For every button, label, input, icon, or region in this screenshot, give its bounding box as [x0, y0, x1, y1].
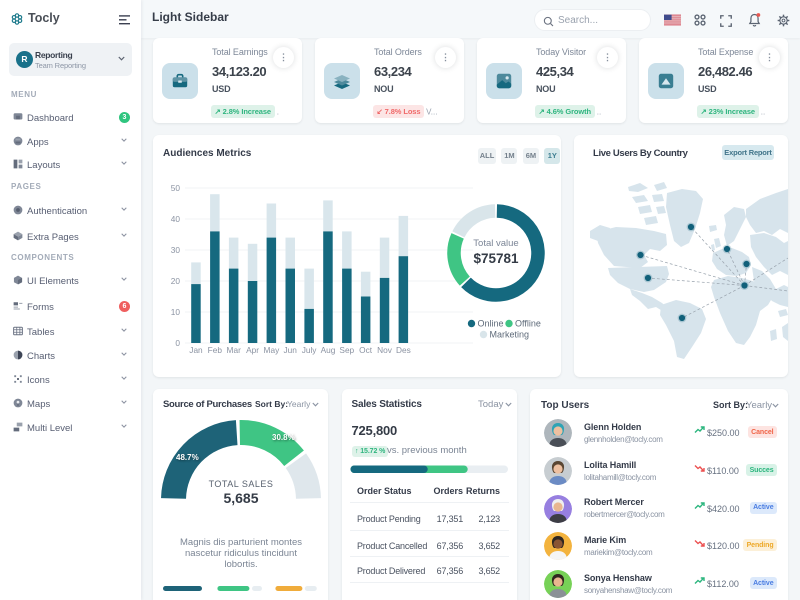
svg-text:Oct: Oct: [359, 345, 373, 355]
svg-text:Offline: Offline: [515, 319, 541, 329]
svg-text:Magnis dis parturient montes: Magnis dis parturient montes: [180, 537, 302, 548]
svg-text:May: May: [264, 345, 281, 355]
svg-text:Mar: Mar: [227, 345, 242, 355]
svg-text:lobortis.: lobortis.: [224, 559, 257, 570]
svg-text:Jan: Jan: [189, 345, 203, 355]
svg-text:5,685: 5,685: [223, 490, 258, 506]
svg-text:Aug: Aug: [321, 345, 336, 355]
svg-text:Nov: Nov: [377, 345, 393, 355]
svg-text:30.8%: 30.8%: [272, 433, 295, 442]
svg-text:Sep: Sep: [339, 345, 354, 355]
svg-text:nascetur ridiculus tincidunt: nascetur ridiculus tincidunt: [185, 548, 297, 559]
svg-text:0: 0: [175, 338, 180, 348]
svg-text:30: 30: [171, 245, 181, 255]
svg-text:Jun: Jun: [284, 345, 298, 355]
svg-text:July: July: [302, 345, 318, 355]
svg-text:Online: Online: [478, 319, 504, 329]
svg-text:Feb: Feb: [208, 345, 223, 355]
svg-text:40: 40: [171, 214, 181, 224]
svg-text:10: 10: [171, 307, 181, 317]
svg-text:50: 50: [171, 183, 181, 193]
svg-text:Apr: Apr: [246, 345, 259, 355]
svg-text:Total value: Total value: [473, 238, 518, 249]
svg-text:$75781: $75781: [473, 251, 519, 266]
svg-text:Des: Des: [396, 345, 411, 355]
svg-text:TOTAL SALES: TOTAL SALES: [209, 479, 274, 489]
svg-text:48.7%: 48.7%: [176, 453, 199, 462]
svg-text:Marketing: Marketing: [490, 330, 530, 340]
svg-text:20: 20: [171, 276, 181, 286]
